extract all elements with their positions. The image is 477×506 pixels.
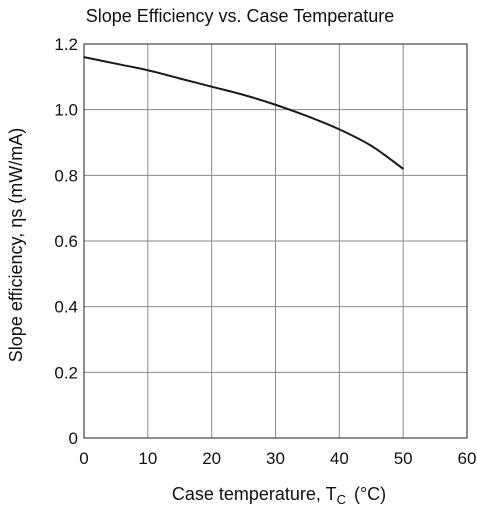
- data-point: [274, 104, 277, 106]
- x-tick-label: 20: [202, 449, 221, 468]
- x-axis-label-main: Case temperature, T: [172, 484, 337, 504]
- y-tick-label: 1.0: [54, 101, 78, 120]
- x-tick-label: 30: [266, 449, 285, 468]
- data-point: [179, 77, 181, 80]
- x-axis: 0 10 20 30 40 50 60: [79, 449, 476, 468]
- x-tick-label: 40: [330, 449, 349, 468]
- y-tick-label: 0: [69, 429, 78, 448]
- x-tick-label: 60: [458, 449, 477, 468]
- data-point: [115, 63, 117, 65]
- x-tick-label: 10: [138, 449, 157, 468]
- x-tick-label: 50: [394, 449, 413, 468]
- x-axis-label-sub: C: [337, 492, 346, 506]
- x-tick-label: 0: [79, 449, 88, 468]
- data-point: [370, 145, 372, 147]
- y-tick-label: 0.2: [54, 363, 78, 382]
- y-axis: 0 0.2 0.4 0.6 0.8 1.0 1.2: [54, 35, 78, 448]
- data-point: [147, 69, 149, 71]
- plot-frame: [83, 43, 468, 439]
- y-tick-label: 1.2: [54, 35, 78, 54]
- y-tick-label: 0.8: [54, 166, 78, 185]
- grid: [84, 44, 467, 438]
- data-point: [306, 115, 309, 117]
- x-axis-label: Case temperature, TC (°C): [172, 484, 386, 506]
- data-point: [402, 168, 404, 170]
- series-points: [83, 56, 404, 170]
- x-axis-label-unit: (°C): [354, 484, 386, 504]
- series-line: [83, 56, 404, 170]
- data-point: [211, 86, 213, 88]
- y-tick-label: 0.6: [54, 232, 78, 251]
- chart-title: Slope Efficiency vs. Case Temperature: [86, 6, 395, 26]
- data-point: [242, 94, 245, 96]
- data-point: [338, 128, 340, 130]
- y-tick-label: 0.4: [54, 298, 78, 317]
- y-axis-label: Slope efficiency, ηs (mW/mA): [6, 128, 26, 362]
- data-point: [83, 56, 85, 58]
